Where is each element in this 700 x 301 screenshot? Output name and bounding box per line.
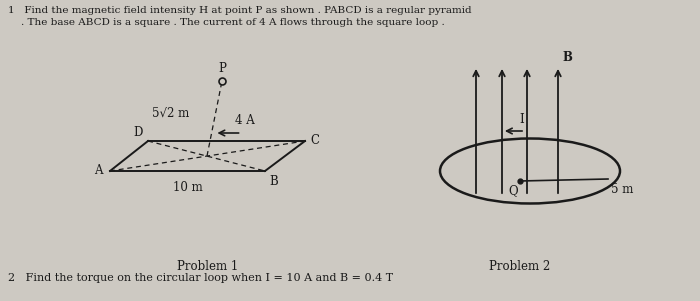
Text: 5√2 m: 5√2 m [152,107,189,120]
Text: 2   Find the torque on the circular loop when I = 10 A and B = 0.4 T: 2 Find the torque on the circular loop w… [8,273,393,283]
Text: Q: Q [508,184,518,197]
Text: 10 m: 10 m [173,181,202,194]
Text: Problem 2: Problem 2 [489,259,551,272]
Text: I: I [519,113,524,126]
Text: . The base ABCD is a square . The current of 4 A flows through the square loop .: . The base ABCD is a square . The curren… [8,18,444,27]
Text: A: A [94,165,103,178]
Text: 1   Find the magnetic field intensity H at point P as shown . PABCD is a regular: 1 Find the magnetic field intensity H at… [8,6,472,15]
Text: B: B [269,175,278,188]
Text: D: D [134,126,143,139]
Text: C: C [310,135,319,147]
Text: 5 m: 5 m [611,183,634,196]
Text: Problem 1: Problem 1 [177,259,238,272]
Text: B: B [562,51,572,64]
Text: 4 A: 4 A [234,114,254,127]
Text: P: P [218,62,226,75]
